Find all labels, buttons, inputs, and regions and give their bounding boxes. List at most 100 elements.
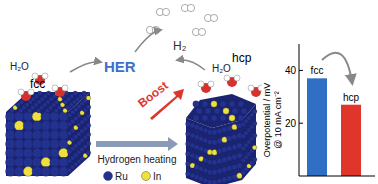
ru-atom xyxy=(14,148,24,158)
ru-atom xyxy=(50,112,60,122)
hex-atom xyxy=(214,108,220,114)
ru-atom xyxy=(252,157,257,162)
ru-atom xyxy=(41,139,51,149)
ru-atom xyxy=(227,165,233,171)
ru-atom xyxy=(222,167,228,173)
ru-atom xyxy=(41,121,51,131)
ru-atom xyxy=(227,155,233,161)
in-atom xyxy=(86,96,91,101)
ru-atom xyxy=(41,130,51,140)
legend-label: In xyxy=(153,171,161,182)
chart-background xyxy=(262,40,376,182)
legend-swatch xyxy=(104,172,113,181)
ru-atom xyxy=(227,145,233,151)
hex-atom xyxy=(241,108,247,114)
hex-atom xyxy=(220,101,226,107)
ru-atom xyxy=(23,112,33,122)
bar xyxy=(307,78,327,176)
canvas: H₂H₂OH₂OHERBoostfcchcpHydrogen heatingRu… xyxy=(0,0,378,184)
h2o-label: H₂O xyxy=(212,63,231,74)
ru-atom xyxy=(6,157,16,167)
h2-molecule xyxy=(192,28,205,35)
ru-atom xyxy=(50,139,60,149)
hex-atom xyxy=(238,101,244,107)
process-label: Hydrogen heating xyxy=(98,154,177,165)
hydrogen xyxy=(52,85,58,91)
arrow xyxy=(70,62,100,72)
ru-atom xyxy=(212,159,218,165)
ru-atom xyxy=(222,177,228,183)
hydrogen xyxy=(198,81,204,87)
hex-atom xyxy=(223,108,229,114)
ru-atom xyxy=(212,139,218,145)
water-molecule xyxy=(198,81,214,93)
ru-atom xyxy=(212,169,218,175)
ru-atom xyxy=(37,91,42,96)
y-axis-label: @ 10 mA cm⁻² xyxy=(273,91,283,149)
ru-atom xyxy=(232,164,238,170)
hex-atom xyxy=(229,101,235,107)
legend-label: Ru xyxy=(115,171,128,182)
h2-molecule xyxy=(156,8,169,15)
y-tick-label: 40 xyxy=(285,65,297,76)
in-atom xyxy=(222,137,228,143)
hex-top xyxy=(186,94,256,128)
hex-atom xyxy=(238,115,244,121)
hydrogen xyxy=(224,75,230,81)
ru-atom xyxy=(86,114,91,119)
ru-atom xyxy=(86,123,91,128)
ru-atom xyxy=(217,148,223,154)
ru-atom xyxy=(232,154,238,160)
root: H₂H₂OH₂OHERBoostfcchcpHydrogen heatingRu… xyxy=(0,0,378,184)
ru-atom xyxy=(23,157,33,167)
ru-atom xyxy=(41,148,51,158)
hex-atom xyxy=(196,108,202,114)
ru-atom xyxy=(252,121,257,126)
legend-swatch xyxy=(142,172,151,181)
in-atom xyxy=(41,157,51,167)
ru-atom xyxy=(50,157,60,167)
cube-face xyxy=(68,92,90,176)
hydrogen xyxy=(234,75,240,81)
ru-atom xyxy=(6,130,16,140)
h2-molecule xyxy=(181,4,194,11)
cube-face xyxy=(6,92,90,112)
ru-atom xyxy=(32,157,42,167)
ru-atom xyxy=(237,153,243,159)
ru-atom xyxy=(59,157,69,167)
ru-atom xyxy=(32,121,42,131)
water-molecule xyxy=(224,75,240,87)
ru-atom xyxy=(50,121,60,131)
h2o-label: H₂O xyxy=(10,61,29,72)
ru-atom xyxy=(227,175,233,181)
ru-atom xyxy=(232,174,238,180)
ru-atom xyxy=(59,130,69,140)
ru-atom xyxy=(41,167,51,177)
ru-atom xyxy=(86,150,91,155)
bar xyxy=(341,105,361,176)
ru-atom xyxy=(32,139,42,149)
ru-atom xyxy=(6,167,16,177)
in-atom xyxy=(23,167,33,177)
ru-atom xyxy=(217,158,223,164)
hex-atom xyxy=(220,115,226,121)
y-tick xyxy=(299,70,303,71)
ru-atom xyxy=(217,168,223,174)
ru-atom xyxy=(237,163,243,169)
ru-atom xyxy=(59,112,69,122)
ru-atom xyxy=(86,141,91,146)
her-label: HER xyxy=(104,58,136,75)
ru-atom xyxy=(50,130,60,140)
in-atom xyxy=(252,145,257,150)
ru-atom xyxy=(82,91,87,96)
ru-atom xyxy=(6,112,16,122)
ru-atom xyxy=(23,148,33,158)
ru-atom xyxy=(14,139,24,149)
hex-atom xyxy=(202,115,208,121)
h2-label: H₂ xyxy=(173,39,187,53)
hydrogen xyxy=(162,8,169,15)
in-atom xyxy=(14,121,24,131)
ru-atom xyxy=(227,135,233,141)
h2-molecule xyxy=(204,14,217,21)
ru-atom xyxy=(50,148,60,158)
